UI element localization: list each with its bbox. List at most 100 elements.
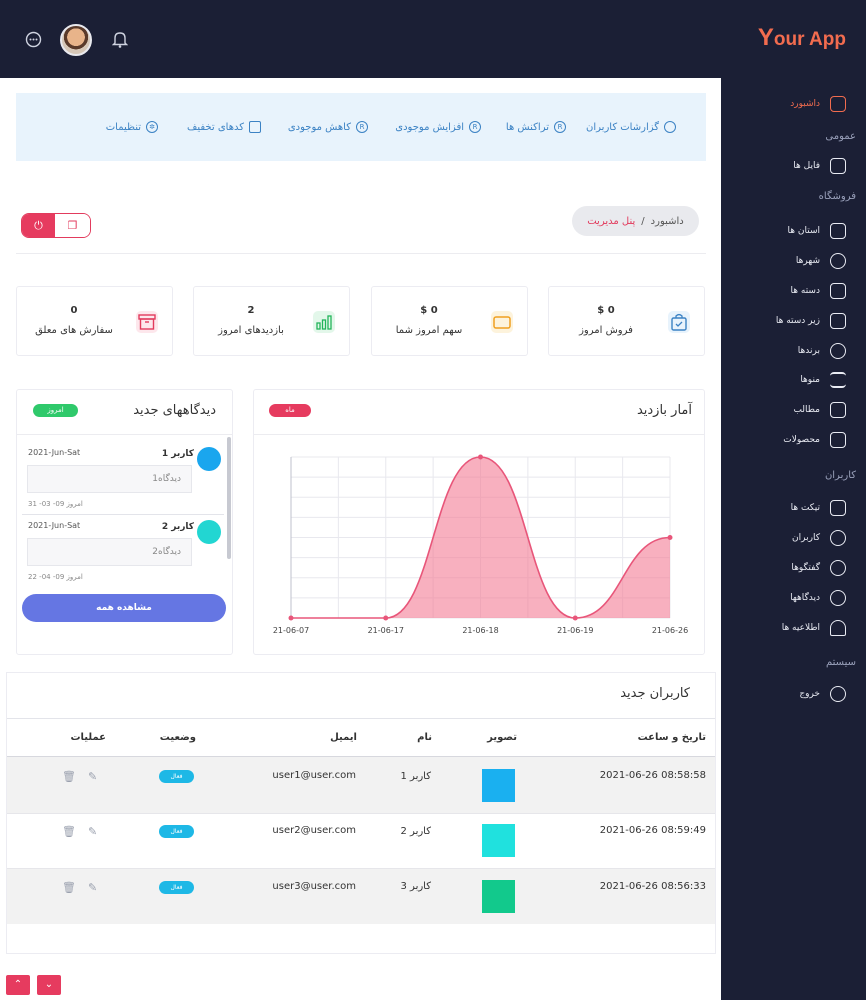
user-image: [482, 769, 515, 802]
column-header-name[interactable]: نام: [417, 732, 432, 743]
sidebar-item-label: مطالب: [793, 405, 820, 415]
stat-value: 0: [70, 305, 78, 316]
sidebar-item-files[interactable]: فایل ها: [736, 154, 846, 178]
users-icon: [830, 530, 846, 546]
stat-value: $ 0: [597, 305, 615, 316]
sidebar-item-products[interactable]: محصولات: [736, 428, 846, 452]
visits-title: آمار بازدید: [636, 403, 692, 418]
menu-item-transactions[interactable]: تراکنش ها R: [506, 121, 566, 133]
sidebar-item-menus[interactable]: منوها: [736, 368, 846, 392]
scroll-top-button[interactable]: ⌃: [6, 975, 30, 995]
menu-item-label: کاهش موجودی: [287, 121, 351, 133]
table-row[interactable]: [7, 757, 715, 813]
sidebar-item-tickets[interactable]: تیکت ها: [736, 496, 846, 520]
sidebar-item-comments[interactable]: دیدگاهها: [736, 586, 846, 610]
comment-text: دیدگاه1: [27, 465, 192, 493]
stat-label: سفارش های معلق: [35, 325, 113, 336]
sidebar-item-posts[interactable]: مطالب: [736, 398, 846, 422]
x-tick-label: 21-06-18: [462, 626, 498, 635]
sidebar-item-notifications[interactable]: اطلاعیه ها: [736, 616, 846, 640]
chat-icon[interactable]: [25, 31, 42, 53]
column-header-image[interactable]: تصویر: [487, 732, 517, 743]
download-button[interactable]: ⌄: [37, 975, 61, 995]
sidebar-item-label: فایل ها: [793, 161, 820, 171]
trash-icon[interactable]: 🗑: [62, 770, 76, 783]
menu-item-settings[interactable]: تنظیمات ✲: [106, 121, 158, 133]
comments-scrollbar[interactable]: [227, 437, 231, 559]
column-header-email[interactable]: ایمیل: [330, 732, 357, 743]
menu-item-user-reports[interactable]: گزارشات کاربران: [586, 121, 676, 133]
bell-icon[interactable]: [111, 31, 129, 52]
sidebar-item-users[interactable]: کاربران: [736, 526, 846, 550]
home-icon: [830, 96, 846, 112]
sidebar-item-logout[interactable]: خروج: [736, 682, 846, 706]
visits-period-pill[interactable]: ماه: [269, 404, 311, 417]
edit-icon[interactable]: ✎: [88, 770, 98, 783]
sidebar-item-provinces[interactable]: استان ها: [736, 219, 846, 243]
power-toggle[interactable]: ⏻ ❐: [21, 213, 91, 238]
copy-icon[interactable]: ❐: [55, 214, 90, 237]
power-icon[interactable]: ⏻: [22, 214, 56, 237]
avatar[interactable]: [60, 24, 92, 56]
user-image: [482, 824, 515, 857]
stat-label: فروش امروز: [579, 325, 633, 336]
menu-item-increase-stock[interactable]: افزایش موجودی R: [395, 121, 481, 133]
visits-chart: 21-06-07 21-06-17 21-06-18 21-06-19 21-06-26: [273, 454, 688, 635]
breadcrumb-separator: /: [641, 215, 645, 227]
folder-icon: [830, 158, 846, 174]
menu-item-label: گزارشات کاربران: [586, 121, 659, 133]
sidebar-item-cities[interactable]: شهرها: [736, 249, 846, 273]
cell-email: user3@user.com: [272, 881, 356, 892]
wallet-icon: [491, 311, 513, 333]
breadcrumb-current[interactable]: پنل مدیریت: [587, 215, 636, 227]
bag-icon: [668, 311, 690, 333]
edit-icon[interactable]: ✎: [88, 881, 98, 894]
edit-icon[interactable]: ✎: [88, 825, 98, 838]
comments-period-pill[interactable]: امروز: [33, 404, 78, 417]
stat-label: بازدیدهای امروز: [218, 325, 284, 336]
sidebar-item-subcategories[interactable]: زیر دسته ها: [736, 309, 846, 333]
sidebar-item-brands[interactable]: برندها: [736, 339, 846, 363]
trash-icon[interactable]: 🗑: [62, 881, 76, 894]
comment-divider: [22, 514, 224, 515]
divider: [16, 253, 706, 254]
app-logo[interactable]: Your App: [757, 24, 846, 51]
trash-icon[interactable]: 🗑: [62, 825, 76, 838]
sidebar-section-general: عمومی: [825, 131, 856, 142]
menu-item-discount-codes[interactable]: کدهای تخفیف: [187, 121, 261, 133]
bell-icon: [830, 620, 846, 636]
column-header-datetime[interactable]: تاریخ و ساعت: [637, 732, 706, 743]
column-header-actions[interactable]: عملیات: [70, 732, 106, 743]
table-row[interactable]: [7, 868, 715, 924]
comment-ago: امروز 09- 03- 31: [28, 500, 83, 508]
comment-ago: امروز 09- 04- 22: [28, 573, 83, 581]
menu-item-label: تنظیمات: [105, 121, 141, 133]
bars-icon: [313, 311, 335, 333]
sidebar-item-label: داشبورد: [790, 99, 820, 109]
stat-card-today-visits: 2 بازدیدهای امروز: [193, 286, 350, 356]
cell-datetime: 2021-06-26 08:59:49: [599, 825, 706, 836]
stat-card-pending-orders: 0 سفارش های معلق: [16, 286, 173, 356]
cell-datetime: 2021-06-26 08:56:33: [599, 881, 706, 892]
sidebar-item-label: خروج: [799, 689, 820, 699]
sidebar-item-categories[interactable]: دسته ها: [736, 279, 846, 303]
sidebar-item-label: شهرها: [795, 256, 820, 266]
r-icon: R: [554, 121, 566, 133]
top-bar: [0, 0, 866, 78]
sidebar-item-label: دسته ها: [790, 286, 820, 296]
cell-email: user2@user.com: [272, 825, 356, 836]
cell-email: user1@user.com: [272, 770, 356, 781]
sidebar-item-label: گفتگوها: [791, 563, 820, 573]
comment-avatar: [197, 447, 221, 471]
edit-icon: [830, 402, 846, 418]
table-row[interactable]: [7, 813, 715, 869]
column-header-status[interactable]: وضعیت: [159, 732, 196, 743]
view-all-button[interactable]: مشاهده همه: [22, 594, 226, 622]
sidebar-item-chats[interactable]: گفتگوها: [736, 556, 846, 580]
menu-item-label: کدهای تخفیف: [186, 121, 244, 133]
menu-item-decrease-stock[interactable]: کاهش موجودی R: [288, 121, 368, 133]
gear-icon: ✲: [146, 121, 158, 133]
sidebar-section-system: سیستم: [826, 657, 856, 668]
sidebar-item-dashboard[interactable]: داشبورد: [736, 92, 846, 116]
sidebar-item-label: محصولات: [783, 435, 820, 445]
